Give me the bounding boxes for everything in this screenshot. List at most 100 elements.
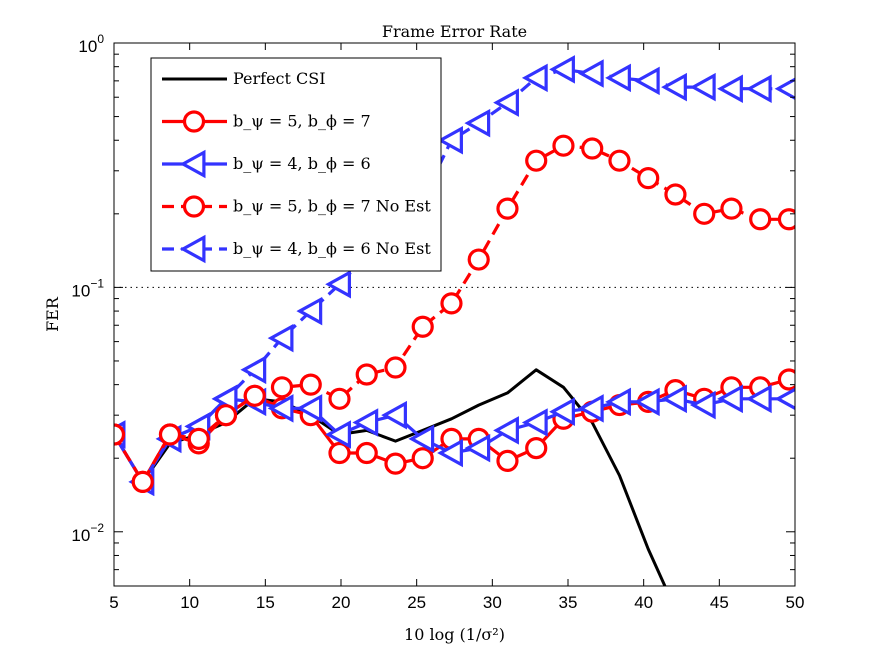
x-tick-label-8: 45 xyxy=(710,593,729,612)
x-tick-label-6: 35 xyxy=(559,593,578,612)
legend-entry-2: b_ψ = 4, b_ϕ = 6 xyxy=(162,149,371,179)
series-2-point-24 xyxy=(774,387,795,411)
series-3-point-1 xyxy=(131,470,154,493)
x-axis-label: 10 log (1/σ²) xyxy=(404,625,505,644)
legend-entry-0: Perfect CSI xyxy=(162,69,326,88)
series-1-point-11 xyxy=(411,447,434,470)
series-3-point-14 xyxy=(496,197,519,220)
series-4-point-12 xyxy=(437,125,463,155)
series-2-point-20 xyxy=(661,384,687,414)
legend-marker-4 xyxy=(179,234,206,264)
series-2-point-22 xyxy=(717,384,743,414)
series-4-point-8 xyxy=(325,269,351,299)
legend-label-0: Perfect CSI xyxy=(233,69,326,88)
legend-marker-1 xyxy=(182,110,206,133)
series-1-point-8 xyxy=(328,441,351,465)
series-3-point-11 xyxy=(411,315,434,338)
series-4-point-22 xyxy=(717,74,743,103)
series-2-point-23 xyxy=(745,384,772,414)
legend-label-4: b_ψ = 4, b_ϕ = 6 No Est xyxy=(233,239,431,258)
series-3-point-22 xyxy=(720,197,743,220)
series-2-point-13 xyxy=(464,433,491,463)
x-tick-label-4: 25 xyxy=(407,593,426,612)
legend-entry-4: b_ψ = 4, b_ϕ = 6 No Est xyxy=(162,234,431,264)
x-tick-label-7: 40 xyxy=(634,593,653,612)
series-3-point-5 xyxy=(243,384,266,407)
series-4-point-5 xyxy=(240,355,267,385)
series-1-point-14 xyxy=(496,449,519,473)
series-4-point-19 xyxy=(633,66,660,96)
axes-box xyxy=(113,42,796,587)
series-4-point-7 xyxy=(296,296,323,326)
legend-label-3: b_ψ = 5, b_ϕ = 7 No Est xyxy=(233,197,431,216)
series-3-point-6 xyxy=(270,376,294,399)
series-2-point-12 xyxy=(437,438,463,468)
series-3-point-9 xyxy=(355,363,378,386)
x-tick-label-5: 30 xyxy=(483,593,502,612)
series-1-point-9 xyxy=(355,441,378,465)
series-3-point-2 xyxy=(158,423,182,446)
series-4-point-20 xyxy=(661,72,687,102)
series-3-point-20 xyxy=(664,183,687,206)
x-tick-label-9: 50 xyxy=(786,593,805,612)
series-3-point-16 xyxy=(552,134,575,157)
chart-title: Frame Error Rate xyxy=(382,22,527,41)
series-4-point-6 xyxy=(267,323,294,353)
series-2-point-11 xyxy=(408,424,435,454)
series-2-point-6 xyxy=(267,394,294,423)
series-3-point-19 xyxy=(637,167,660,190)
series-2-point-14 xyxy=(493,416,519,445)
series-4-point-23 xyxy=(745,74,772,103)
y-axis-label: FER xyxy=(43,296,62,332)
series-1-point-10 xyxy=(384,452,407,475)
x-tick-label-2: 15 xyxy=(256,593,275,612)
series-3-point-15 xyxy=(525,149,548,172)
series-4-point-21 xyxy=(689,72,716,102)
legend: Perfect CSI b_ψ = 5, b_ϕ = 7 b_ψ = 4, b_ϕ … xyxy=(150,57,442,272)
x-tick-label-0: 5 xyxy=(109,593,118,612)
series-3-point-4 xyxy=(214,404,238,427)
x-tick-label-1: 10 xyxy=(180,593,199,612)
series-2-point-8 xyxy=(325,420,351,449)
series-3-point-13 xyxy=(467,248,490,271)
series-3-point-21 xyxy=(693,202,716,225)
series-2-point-18 xyxy=(605,387,631,417)
series-3-point-23 xyxy=(749,208,772,231)
series-4-point-15 xyxy=(521,63,548,93)
series-4-point-14 xyxy=(493,88,519,117)
legend-entry-3: b_ψ = 5, b_ϕ = 7 No Est xyxy=(162,195,431,218)
series-3-point-18 xyxy=(608,149,631,172)
series-2-point-9 xyxy=(352,408,379,437)
legend-marker-2 xyxy=(179,149,206,179)
series-4-point-24 xyxy=(774,77,795,100)
axes-frame xyxy=(113,42,796,587)
legend-entry-1: b_ψ = 5, b_ϕ = 7 xyxy=(162,110,371,133)
series-2-point-16 xyxy=(549,397,575,426)
series-2-point-15 xyxy=(521,408,548,437)
series-1-point-15 xyxy=(525,436,548,460)
series-2-point-19 xyxy=(633,387,660,417)
series-3-point-8 xyxy=(328,387,351,410)
series-3-point-7 xyxy=(299,373,322,396)
legend-marker-3 xyxy=(182,195,206,218)
series-4-point-13 xyxy=(464,108,491,138)
legend-label-2: b_ψ = 4, b_ϕ = 6 xyxy=(233,154,371,173)
series-3 xyxy=(114,134,795,493)
legend-label-1: b_ψ = 5, b_ϕ = 7 xyxy=(233,112,371,131)
series-2-point-21 xyxy=(689,390,716,420)
series-layer xyxy=(114,55,795,586)
series-4-point-17 xyxy=(577,59,604,88)
series-2-point-17 xyxy=(577,394,604,423)
x-tick-label-3: 20 xyxy=(332,593,351,612)
series-3-point-0 xyxy=(114,423,126,446)
series-3-point-3 xyxy=(187,427,210,450)
series-3-point-17 xyxy=(581,137,604,160)
series-2-point-7 xyxy=(296,394,323,423)
series-4-point-16 xyxy=(549,55,575,84)
series-3-point-24 xyxy=(777,208,795,231)
series-2-point-10 xyxy=(381,400,407,430)
series-3-point-10 xyxy=(384,356,407,379)
series-3-point-12 xyxy=(440,292,463,315)
series-4-point-18 xyxy=(605,63,631,93)
